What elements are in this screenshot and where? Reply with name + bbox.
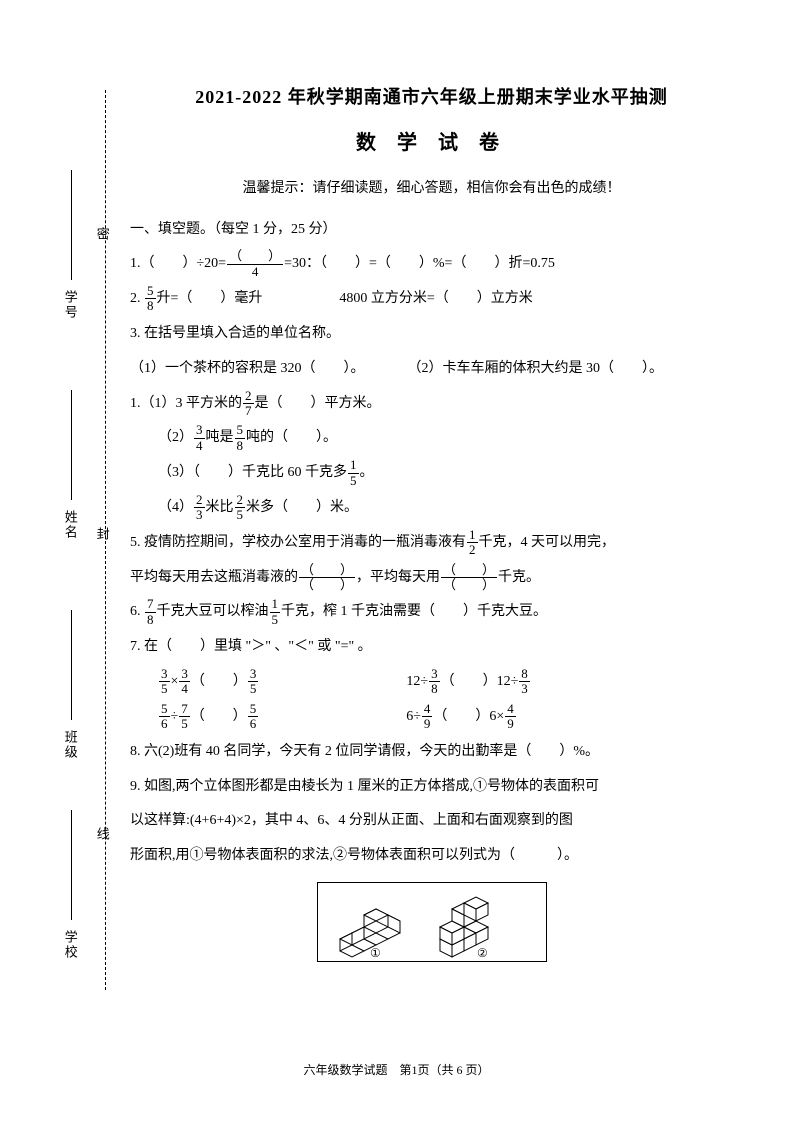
q6-frac2: 15: [270, 597, 281, 627]
q4-4-frac1: 23: [194, 493, 205, 523]
question-9-line1: 9. 如图,两个立体图形都是由棱长为 1 厘米的正方体搭成,①号物体的表面积可: [130, 772, 733, 803]
binding-underline-2: [71, 610, 72, 720]
q2-fraction: 58: [145, 284, 156, 314]
question-4-3: （3）（ ）千克比 60 千克多15。: [130, 458, 733, 489]
q4-1-a: 1.（1）3 平方米的: [130, 396, 242, 411]
binding-seal-1: 密: [89, 227, 114, 254]
question-2: 2. 58升=（ ）毫升 4800 立方分米=（ ）立方米: [130, 284, 733, 315]
q7-r1-l-frac1: 35: [159, 667, 170, 697]
q4-4-a: （4）: [158, 500, 193, 515]
question-4-4: （4）23米比25米多（ ）米。: [130, 493, 733, 524]
q4-4-c: 米多（ ）米。: [246, 500, 358, 515]
binding-seal-text: 密 封 线: [89, 90, 114, 990]
q3-part-1: （1）一个茶杯的容积是 320（ ）。: [130, 361, 365, 376]
q4-1-b: 是（ ）平方米。: [255, 396, 381, 411]
q5-blank-frac-2: （ ）（ ）: [441, 563, 497, 593]
q5-d: ，平均每天用: [356, 570, 440, 585]
exam-subtitle: 数 学 试 卷: [130, 124, 733, 162]
question-8: 8. 六(2)班有 40 名同学，今天有 2 位同学请假，今天的出勤率是（ ）%…: [130, 737, 733, 768]
question-4-2: （2）34吨是58吨的（ ）。: [130, 423, 733, 454]
question-7-row1: 35×34（ ）35 12÷38（ ）12÷83: [130, 667, 733, 698]
q7-r2-r-frac2: 49: [505, 702, 516, 732]
q7-r1-r-pre: 12÷: [406, 674, 428, 689]
q1-text-b: =30：（ ）=（ ）%=（ ）折=0.75: [284, 256, 555, 271]
question-7-row2: 56÷75（ ）56 6÷49（ ）6×49: [130, 702, 733, 733]
q4-2-frac1: 34: [194, 423, 205, 453]
question-1: 1.（ ）÷20=（ ）4=30：（ ）=（ ）%=（ ）折=0.75: [130, 249, 733, 280]
q3-part-2: （2）卡车车厢的体积大约是 30（ ）。: [408, 361, 664, 376]
q2-text-c: 4800 立方分米=（ ）立方米: [339, 291, 532, 306]
q2-text-a: 2.: [130, 291, 144, 306]
q2-text-b: 升=（ ）毫升: [157, 291, 263, 306]
q7-r1-l-frac3: 35: [248, 667, 259, 697]
binding-margin: 密 封 线 学校 班级 姓名 学号: [55, 90, 115, 990]
exam-tip: 温馨提示：请仔细读题，细心答题，相信你会有出色的成绩！: [130, 176, 733, 203]
question-6: 6. 78千克大豆可以榨油15千克，榨 1 千克油需要（ ）千克大豆。: [130, 597, 733, 628]
q7-r2-r-mid: （ ）6×: [433, 709, 504, 724]
q4-3-a: （3）（ ）千克比 60 千克多: [158, 465, 347, 480]
question-9-line2: 以这样算:(4+6+4)×2，其中 4、6、4 分别从正面、上面和右面观察到的图: [130, 806, 733, 837]
q4-2-b: 吨是: [206, 430, 234, 445]
q1-fraction: （ ）4: [227, 249, 283, 279]
question-3-sub: （1）一个茶杯的容积是 320（ ）。 （2）卡车车厢的体积大约是 30（ ）。: [130, 354, 733, 385]
q4-1-frac: 27: [243, 389, 254, 419]
q4-4-b: 米比: [206, 500, 234, 515]
binding-underline-1: [71, 810, 72, 920]
binding-field-name: 姓名: [57, 510, 82, 540]
q7-r2-r-frac1: 49: [422, 702, 433, 732]
question-7: 7. 在（ ）里填 "＞" 、"＜" 或 "=" 。: [130, 632, 733, 663]
q7-r1-r-frac2: 83: [519, 667, 530, 697]
q4-2-c: 吨的（ ）。: [246, 430, 337, 445]
exam-title: 2021-2022 年秋学期南通市六年级上册期末学业水平抽测: [130, 80, 733, 114]
question-5: 5. 疫情防控期间，学校办公室用于消毒的一瓶消毒液有12千克，4 天可以用完，: [130, 528, 733, 559]
q4-3-b: 。: [360, 465, 374, 480]
question-5-line2: 平均每天用去这瓶消毒液的（ ）（ ），平均每天用（ ）（ ）千克。: [130, 563, 733, 594]
q4-3-frac: 15: [348, 458, 359, 488]
binding-field-id: 学号: [57, 290, 82, 320]
q7-r1-l-frac2: 34: [179, 667, 190, 697]
q4-4-frac2: 25: [235, 493, 246, 523]
q5-c: 平均每天用去这瓶消毒液的: [130, 570, 298, 585]
binding-field-class: 班级: [57, 730, 82, 760]
section-1-header: 一、填空题。（每空 1 分，25 分）: [130, 217, 733, 244]
binding-underline-4: [71, 170, 72, 280]
q7-r2-l-frac2: 75: [179, 702, 190, 732]
page-content: 2021-2022 年秋学期南通市六年级上册期末学业水平抽测 数 学 试 卷 温…: [0, 0, 793, 1012]
q6-b: 千克大豆可以榨油: [157, 604, 269, 619]
figure-label-2: ②: [477, 946, 488, 959]
binding-underline-3: [71, 390, 72, 500]
q1-text-a: 1.（ ）÷20=: [130, 256, 226, 271]
q7-r1-r-frac1: 38: [429, 667, 440, 697]
q6-frac1: 78: [145, 597, 156, 627]
cube-diagram-icon: ①: [332, 889, 532, 959]
binding-seal-3: 线: [89, 827, 114, 854]
question-3: 3. 在括号里填入合适的单位名称。: [130, 319, 733, 350]
q4-2-frac2: 58: [235, 423, 246, 453]
q5-blank-frac-1: （ ）（ ）: [299, 563, 355, 593]
q7-r2-r-pre: 6÷: [406, 709, 421, 724]
binding-seal-2: 封: [89, 527, 114, 554]
question-4-1: 1.（1）3 平方米的27是（ ）平方米。: [130, 389, 733, 420]
q5-a: 5. 疫情防控期间，学校办公室用于消毒的一瓶消毒液有: [130, 535, 466, 550]
q6-a: 6.: [130, 604, 144, 619]
q7-r2-l-frac1: 56: [159, 702, 170, 732]
q4-2-a: （2）: [158, 430, 193, 445]
q5-b: 千克，4 天可以用完，: [479, 535, 616, 550]
page-footer: 六年级数学试题 第1页（共 6 页）: [0, 1059, 793, 1082]
q7-r1-r-mid: （ ）12÷: [441, 674, 519, 689]
question-9-line3: 形面积,用①号物体表面积的求法,②号物体表面积可以列式为（ ）。: [130, 841, 733, 872]
q6-c: 千克，榨 1 千克油需要（ ）千克大豆。: [281, 604, 547, 619]
q7-r2-l-frac3: 56: [248, 702, 259, 732]
figure-label-1: ①: [370, 946, 381, 959]
q5-frac: 12: [467, 528, 478, 558]
binding-field-school: 学校: [57, 930, 82, 960]
q5-e: 千克。: [498, 570, 540, 585]
question-9-figure: ①: [130, 882, 733, 962]
figure-box: ①: [317, 882, 547, 962]
